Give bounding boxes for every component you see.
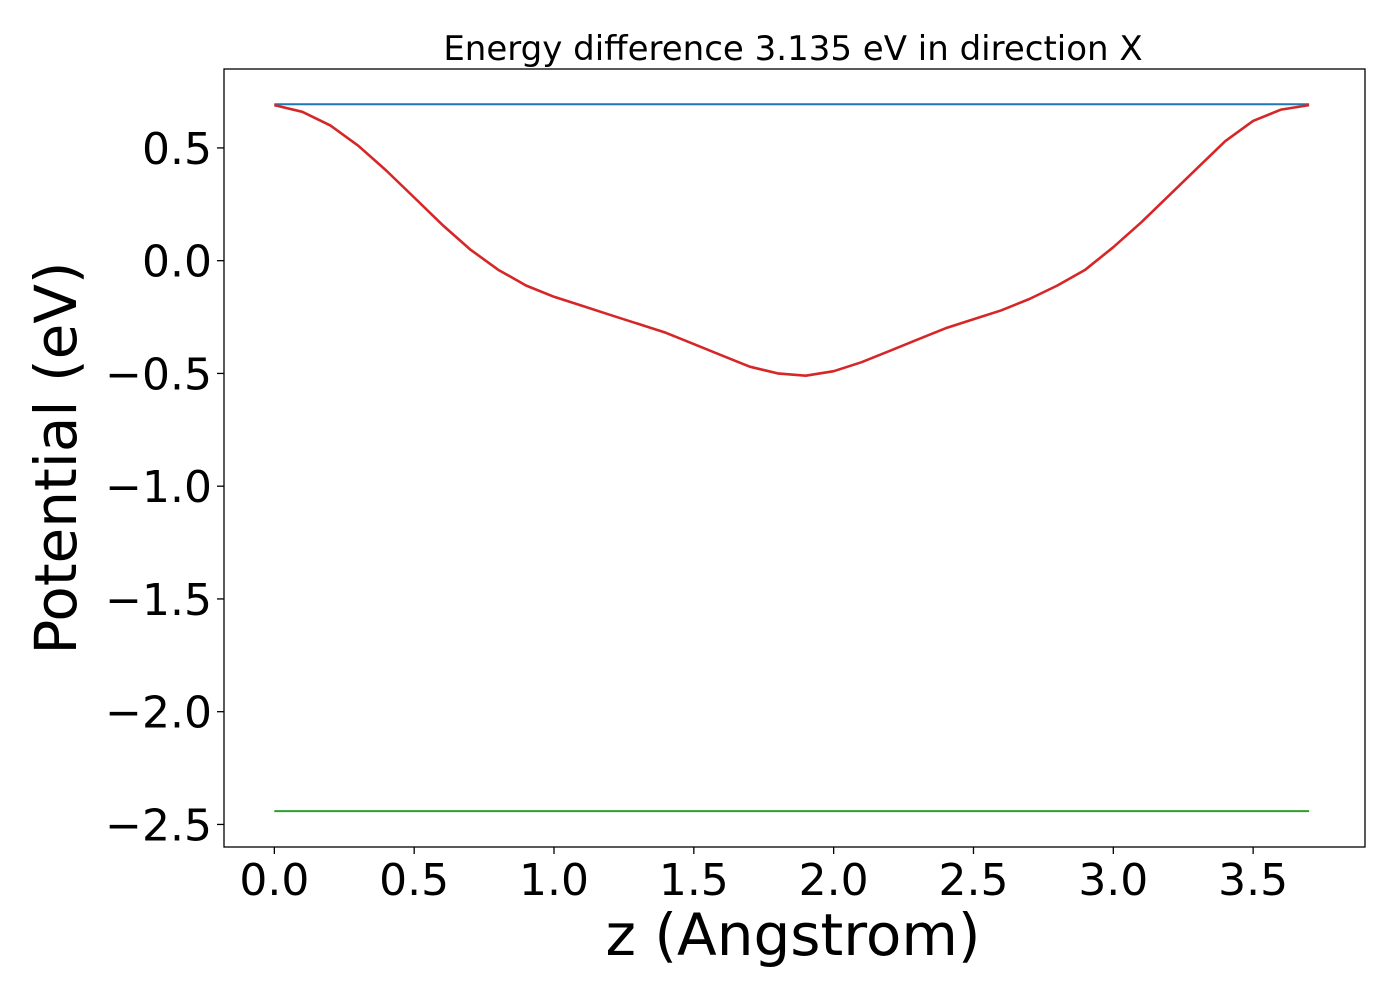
y-tick-label: 0.0	[142, 237, 212, 288]
series-layer	[273, 103, 1310, 813]
x-tick-label: 1.0	[519, 855, 589, 906]
y-tick-label: −1.0	[105, 462, 212, 513]
x-axis-label: z (Angstrom)	[606, 901, 981, 969]
y-axis-label: Potential (eV)	[22, 261, 90, 654]
y-tick-label: −2.0	[105, 688, 212, 739]
x-tick-label: 0.0	[239, 855, 309, 906]
x-tick-label: 3.0	[1078, 855, 1148, 906]
series-line-0	[273, 103, 1310, 378]
x-tick-label: 2.0	[799, 855, 869, 906]
x-tick-label: 3.5	[1218, 855, 1288, 906]
x-tick-label: 0.5	[379, 855, 449, 906]
y-tick-label: −2.5	[105, 800, 212, 851]
x-tick-label: 1.5	[659, 855, 729, 906]
x-tick-label: 2.5	[938, 855, 1008, 906]
chart-title: Energy difference 3.135 eV in direction …	[443, 29, 1142, 69]
x-axis-ticks: 0.0 0.5 1.0 1.5 2.0 2.5 3.0 3.5	[239, 847, 1288, 906]
y-tick-label: −0.5	[105, 349, 212, 400]
y-axis-ticks: 0.5 0.0 −0.5 −1.0 −1.5 −2.0 −2.5	[105, 124, 224, 851]
y-tick-label: −1.5	[105, 575, 212, 626]
y-tick-label: 0.5	[142, 124, 212, 175]
plot-area-frame	[223, 68, 1366, 848]
